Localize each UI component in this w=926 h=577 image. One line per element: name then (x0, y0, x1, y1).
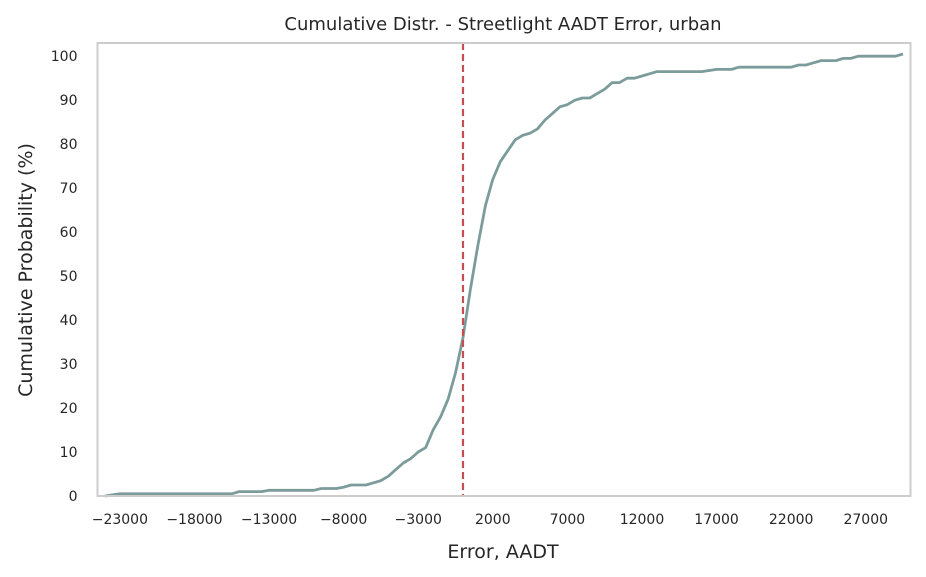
y-tick-label: 20 (60, 401, 78, 417)
y-tick-label: 90 (60, 93, 78, 109)
y-tick-label: 70 (60, 181, 78, 197)
y-tick-label: 50 (60, 269, 78, 285)
y-tick-label: 80 (60, 137, 78, 153)
plot-frame (96, 42, 912, 497)
x-axis-title: Error, AADT (447, 541, 559, 563)
chart-title: Cumulative Distr. - Streetlight AADT Err… (284, 14, 721, 35)
y-tick-label: 60 (60, 225, 78, 241)
x-tick-label: 17000 (694, 512, 739, 528)
x-tick-label: 12000 (620, 512, 665, 528)
x-tick-label: −18000 (166, 512, 222, 528)
cdf-line (104, 52, 904, 498)
y-tick-label: 0 (69, 489, 78, 505)
x-tick-label: −8000 (320, 512, 367, 528)
x-tick-label: −13000 (241, 512, 297, 528)
x-tick-label: 7000 (550, 512, 586, 528)
y-tick-label: 100 (51, 49, 78, 65)
x-tick-label: −3000 (395, 512, 442, 528)
y-axis-title: Cumulative Probability (%) (15, 143, 37, 397)
y-tick-label: 10 (60, 445, 78, 461)
x-tick-label: −23000 (92, 512, 148, 528)
x-tick-label: 2000 (475, 512, 511, 528)
y-tick-label: 40 (60, 313, 78, 329)
x-tick-label: 22000 (769, 512, 814, 528)
y-tick-label: 30 (60, 357, 78, 373)
x-tick-label: 27000 (843, 512, 888, 528)
